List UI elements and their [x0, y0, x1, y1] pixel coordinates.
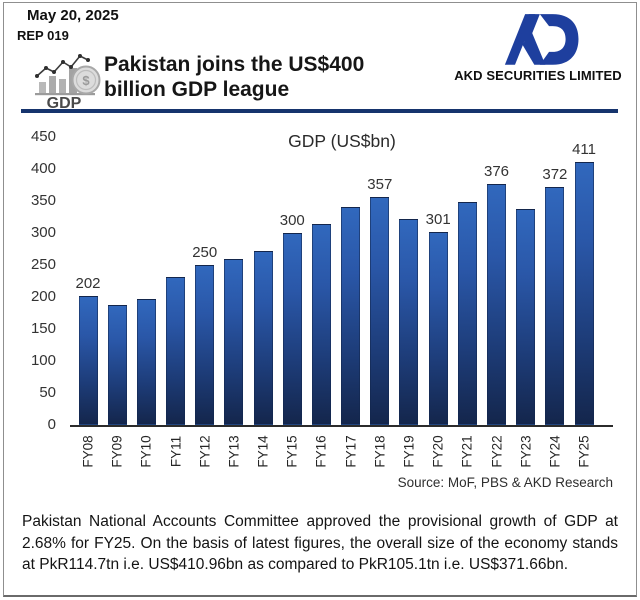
bar-FY12: [195, 265, 215, 425]
svg-text:$: $: [82, 73, 90, 88]
bar-FY21: [457, 201, 477, 425]
y-tick-label: 350: [30, 192, 56, 209]
bar-FY15: [282, 233, 302, 425]
bar-FY10: [136, 298, 156, 425]
bar-value-label: 301: [425, 211, 451, 229]
coin-icon: $: [71, 65, 101, 95]
bar-FY08: [78, 295, 98, 425]
chart-title: GDP (US$bn): [288, 131, 396, 151]
gdp-bar-chart: GDP (US$bn) Source: MoF, PBS & AKD Resea…: [0, 115, 640, 500]
bar-FY11: [166, 277, 186, 425]
x-tick-label: FY21: [459, 435, 475, 468]
page-title-line2: billion GDP league: [104, 78, 290, 101]
y-tick-label: 100: [30, 352, 56, 369]
bar-FY13: [224, 258, 244, 425]
y-tick-label: 0: [47, 416, 56, 433]
chart-source: Source: MoF, PBS & AKD Research: [397, 475, 613, 490]
bar-value-label: 250: [192, 244, 218, 261]
bar-FY14: [253, 250, 273, 425]
x-tick-label: FY11: [168, 435, 184, 468]
x-tick-label: FY09: [109, 435, 125, 468]
bar-value-label: 357: [367, 175, 393, 193]
x-tick-label: FY24: [547, 435, 563, 468]
report-number: REP 019: [17, 28, 69, 43]
y-tick-label: 200: [30, 288, 56, 305]
x-tick-label: FY19: [401, 435, 417, 468]
x-tick-label: FY08: [80, 435, 96, 468]
company-name: AKD SECURITIES LIMITED: [454, 68, 622, 83]
x-tick-label: FY12: [197, 435, 213, 468]
report-date: May 20, 2025: [27, 7, 119, 24]
x-tick-label: FY16: [313, 435, 329, 468]
x-tick-label: FY15: [284, 435, 300, 468]
page-title: Pakistan joins the US$400 billion GDP le…: [104, 52, 444, 102]
bar-value-label: 372: [542, 165, 568, 183]
y-tick-label: 150: [30, 320, 56, 337]
y-tick-label: 300: [30, 224, 56, 241]
x-tick-label: FY25: [576, 435, 592, 468]
x-tick-label: FY20: [430, 435, 446, 468]
x-tick-label: FY14: [255, 435, 271, 468]
y-tick-label: 450: [30, 128, 56, 145]
bar-FY17: [341, 207, 361, 425]
bar-value-label: 202: [75, 274, 101, 292]
bar-value-label: 376: [484, 163, 510, 181]
x-tick-label: FY13: [226, 435, 242, 468]
y-tick-label: 250: [30, 256, 56, 273]
icon-baseline: [35, 93, 95, 96]
bar-FY18: [370, 196, 390, 425]
y-tick-label: 50: [39, 384, 56, 401]
bar-FY16: [311, 224, 331, 425]
x-tick-label: FY23: [518, 435, 534, 468]
bar-value-label: 411: [572, 140, 596, 158]
bar-FY09: [107, 305, 127, 425]
x-tick-label: FY22: [489, 435, 505, 468]
x-tick-label: FY18: [372, 435, 388, 468]
bar-FY25: [574, 161, 594, 425]
bar-FY23: [516, 208, 536, 425]
bar-value-label: 300: [279, 212, 305, 229]
akd-logo-icon: [504, 14, 579, 65]
bar-FY20: [428, 232, 448, 425]
x-tick-label: FY10: [138, 435, 154, 468]
trend-dots: [35, 54, 90, 78]
header-divider: [21, 109, 618, 113]
y-tick-label: 400: [30, 160, 56, 177]
gdp-growth-icon: $ GDP: [35, 54, 101, 109]
summary-paragraph: Pakistan National Accounts Committee app…: [22, 513, 618, 574]
bar-FY19: [399, 218, 419, 425]
x-tick-label: FY17: [343, 435, 359, 468]
bar-FY22: [487, 184, 507, 425]
page-title-line1: Pakistan joins the US$400: [104, 53, 365, 76]
x-axis-line: [70, 425, 613, 427]
bar-FY24: [545, 186, 565, 425]
gdp-icon-label: GDP: [47, 95, 82, 109]
